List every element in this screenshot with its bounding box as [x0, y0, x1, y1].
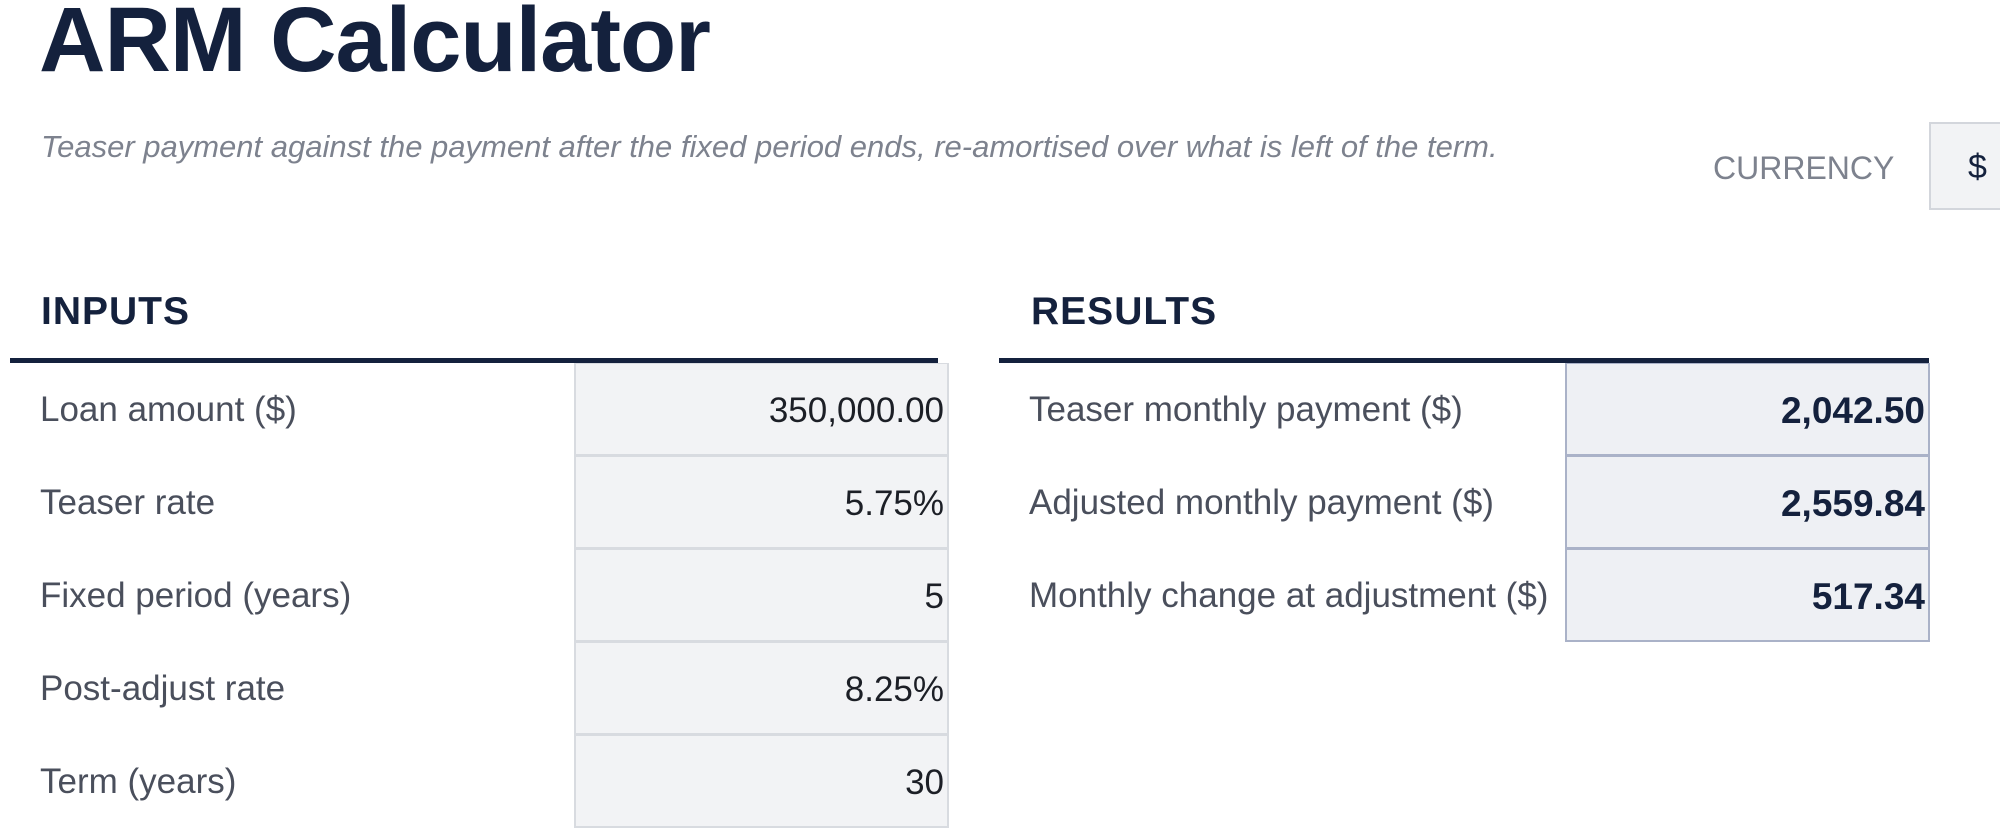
input-value[interactable]: 5.75% [574, 456, 949, 549]
row-label: Fixed period (years) [40, 576, 352, 615]
input-value[interactable]: 350,000.00 [574, 363, 949, 456]
table-row: Monthly change at adjustment ($) 517.34 [999, 549, 1930, 642]
title: ARM Calculator [39, 0, 711, 91]
row-label: Loan amount ($) [40, 390, 297, 429]
row-label: Monthly change at adjustment ($) [1029, 576, 1549, 615]
input-value[interactable]: 5 [574, 549, 949, 642]
table-row: Term (years) 30 [10, 735, 949, 828]
currency-label: CURRENCY [1713, 150, 1895, 186]
result-value: 2,559.84 [1565, 456, 1930, 549]
table-row: Loan amount ($) 350,000.00 [10, 363, 949, 456]
row-label: Adjusted monthly payment ($) [1029, 483, 1494, 522]
section-title: INPUTS [41, 290, 191, 333]
table-row: Teaser monthly payment ($) 2,042.50 [999, 363, 1930, 456]
section-title: RESULTS [1031, 290, 1218, 333]
subtitle: Teaser payment against the payment after… [41, 129, 1498, 164]
results-table: Teaser monthly payment ($) 2,042.50 Adjust… [999, 358, 1930, 642]
result-value: 2,042.50 [1565, 363, 1930, 456]
row-label: Post-adjust rate [40, 669, 286, 708]
currency-input[interactable]: $ [1929, 122, 2000, 210]
table-row: Fixed period (years) 5 [10, 549, 949, 642]
inputs-table: Loan amount ($) 350,000.00 Teaser rate 5.75… [10, 358, 949, 828]
input-value[interactable]: 8.25% [574, 642, 949, 735]
table-row: Post-adjust rate 8.25% [10, 642, 949, 735]
row-label: Term (years) [40, 762, 237, 801]
result-value: 517.34 [1565, 549, 1930, 642]
table-row: Adjusted monthly payment ($) 2,559.84 [999, 456, 1930, 549]
row-label: Teaser rate [40, 483, 216, 522]
table-row: Teaser rate 5.75% [10, 456, 949, 549]
row-label: Teaser monthly payment ($) [1029, 390, 1463, 429]
input-value[interactable]: 30 [574, 735, 949, 828]
